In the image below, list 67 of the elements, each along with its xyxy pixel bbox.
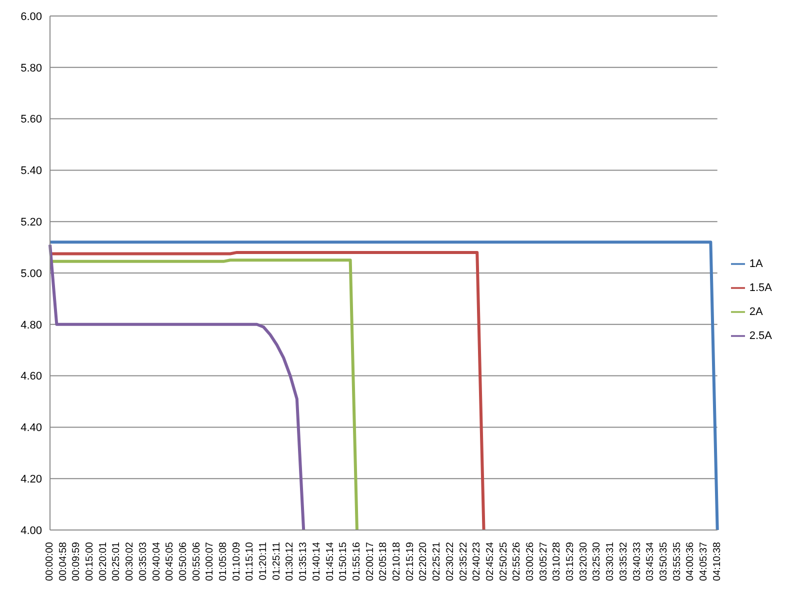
y-tick-label: 5.60 <box>20 114 42 126</box>
x-tick-label: 00:55:06 <box>191 542 202 581</box>
x-tick-label: 00:09:59 <box>71 542 82 581</box>
x-tick-label: 03:40:33 <box>632 542 643 581</box>
x-tick-label: 01:20:11 <box>258 542 270 580</box>
x-tick-label: 01:55:16 <box>351 542 362 581</box>
y-tick-label: 4.40 <box>20 422 42 434</box>
y-tick-label: 4.20 <box>20 474 42 486</box>
x-tick-label: 02:20:20 <box>418 542 430 581</box>
x-tick-label: 01:05:08 <box>218 542 230 581</box>
x-tick-label: 03:05:27 <box>538 542 550 581</box>
x-tick-label: 02:50:25 <box>498 542 510 581</box>
x-tick-label: 04:00:36 <box>685 542 696 581</box>
x-tick-label: 03:45:34 <box>645 542 656 581</box>
x-tick-label: 01:25:11 <box>271 542 282 580</box>
y-tick-label: 5.80 <box>20 62 42 74</box>
x-tick-label: 01:30:12 <box>284 542 296 581</box>
x-tick-label: 02:30:22 <box>444 542 456 581</box>
y-tick-label: 5.40 <box>20 165 42 178</box>
x-tick-label: 03:20:30 <box>578 542 590 581</box>
x-tick-label: 00:40:04 <box>151 542 162 581</box>
x-tick-label: 03:50:35 <box>658 542 670 581</box>
y-tick-label: 6.00 <box>20 10 42 23</box>
x-tick-label: 02:15:19 <box>404 542 416 581</box>
legend-label: 2A <box>749 306 763 318</box>
x-tick-label: 01:50:15 <box>338 542 350 581</box>
line-series <box>48 243 306 530</box>
x-tick-label: 00:04:58 <box>58 542 69 581</box>
x-tick-label: 00:50:06 <box>178 542 189 581</box>
x-tick-label: 03:55:35 <box>672 542 683 581</box>
legend-label: 1.5A <box>749 282 772 294</box>
x-tick-label: 02:10:18 <box>392 542 403 581</box>
x-tick-label: 01:45:14 <box>324 542 336 581</box>
x-tick-label: 00:35:03 <box>138 542 149 581</box>
x-tick-label: 02:00:17 <box>364 542 376 581</box>
x-tick-label: 04:05:37 <box>698 542 710 581</box>
x-tick-label: 01:00:07 <box>204 542 216 581</box>
y-tick-label: 4.80 <box>20 319 42 332</box>
legend-label: 1A <box>749 258 763 270</box>
x-tick-label: 02:40:23 <box>472 542 483 581</box>
x-tick-label: 02:35:22 <box>458 542 470 581</box>
x-tick-label: 00:45:05 <box>164 542 176 581</box>
x-tick-label: 00:15:00 <box>84 542 96 581</box>
x-tick-label: 01:35:13 <box>298 542 310 581</box>
x-tick-label: 02:45:24 <box>484 542 496 581</box>
x-tick-label: 02:55:26 <box>512 542 523 581</box>
x-tick-label: 00:30:02 <box>124 542 136 581</box>
x-tick-label: 03:35:32 <box>618 542 630 581</box>
x-tick-label: 04:10:38 <box>712 542 723 581</box>
legend-label: 2.5A <box>749 330 772 342</box>
x-tick-label: 03:10:28 <box>552 542 563 581</box>
y-tick-label: 5.00 <box>20 268 42 280</box>
x-tick-label: 00:20:01 <box>98 542 109 581</box>
x-tick-label: 00:25:01 <box>111 542 122 581</box>
x-tick-label: 03:30:31 <box>605 542 616 581</box>
x-tick-label: 01:40:14 <box>311 542 322 581</box>
x-tick-label: 02:05:18 <box>378 542 390 581</box>
x-tick-label: 00:00:00 <box>44 542 56 581</box>
y-tick-label: 4.00 <box>20 524 42 537</box>
x-tick-label: 03:00:26 <box>525 542 536 581</box>
x-tick-label: 02:25:21 <box>432 542 443 581</box>
y-tick-label: 5.20 <box>20 216 42 229</box>
x-tick-label: 03:25:30 <box>592 542 603 581</box>
x-tick-label: 03:15:29 <box>565 542 576 581</box>
x-tick-label: 01:15:10 <box>244 542 256 581</box>
x-tick-label: 01:10:09 <box>231 542 242 581</box>
y-tick-label: 4.60 <box>20 370 42 383</box>
